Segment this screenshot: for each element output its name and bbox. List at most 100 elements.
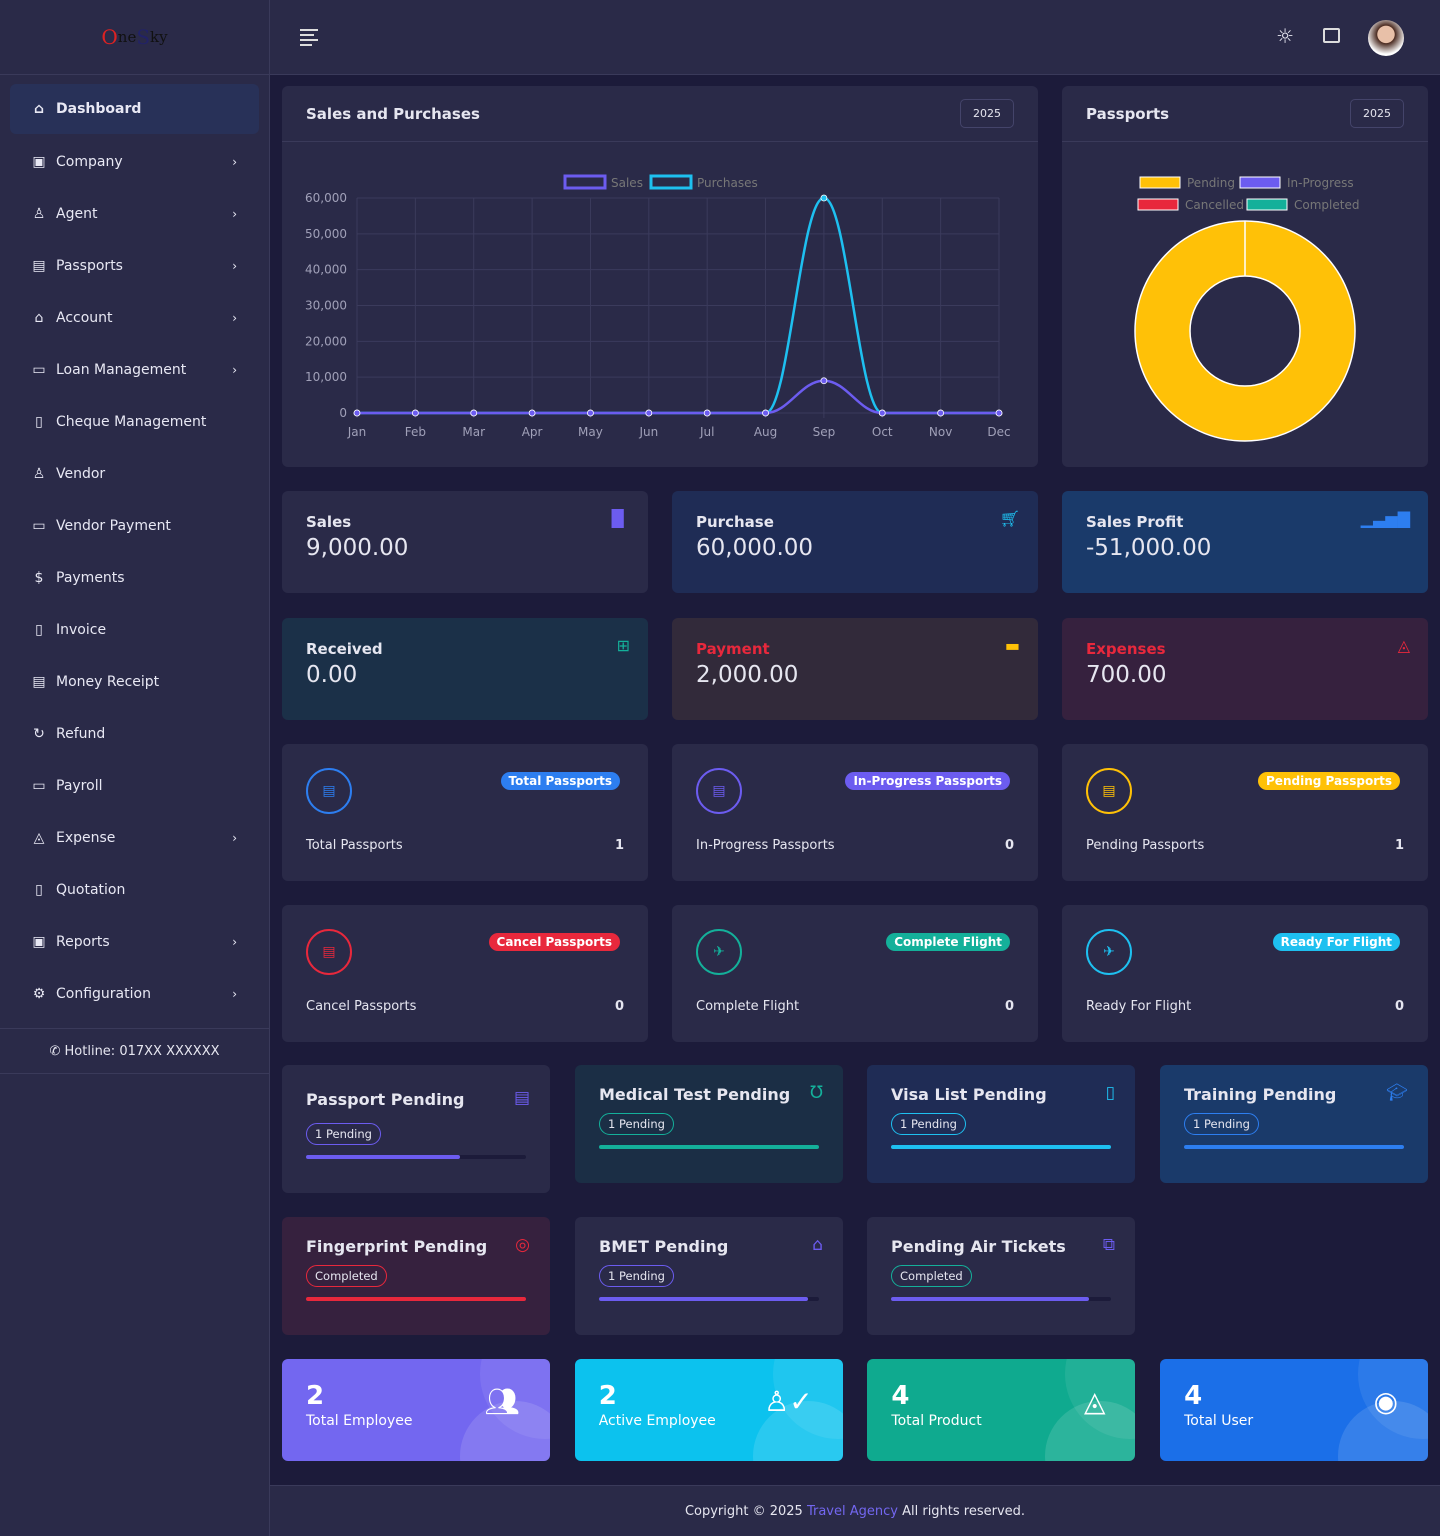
legend-label[interactable]: Sales — [611, 176, 643, 190]
menu-toggle-icon[interactable] — [300, 29, 318, 46]
pending-card-fingerprint-pending[interactable]: Fingerprint Pending ◎ Completed — [282, 1217, 550, 1335]
sidebar-item-configuration[interactable]: ⚙ Configuration › — [10, 968, 259, 1020]
sidebar-item-reports[interactable]: ▣ Reports › — [10, 916, 259, 968]
passport-status-card[interactable]: ▤ Total Passports Total Passports 1 — [282, 744, 648, 881]
data-point[interactable] — [878, 409, 886, 417]
card-count: 0 — [1004, 838, 1014, 853]
sidebar-item-refund[interactable]: ↻ Refund — [10, 708, 259, 760]
sidebar-item-label: Money Receipt — [56, 674, 160, 690]
card-count: 0 — [1394, 999, 1404, 1014]
data-point[interactable] — [762, 409, 769, 417]
stat-card-purchase: Purchase 60,000.00 🛒︎ — [672, 491, 1038, 593]
total-label: Total Employee — [306, 1413, 413, 1429]
y-tick-label: 40,000 — [305, 263, 347, 277]
data-point[interactable] — [937, 409, 945, 417]
data-point[interactable] — [820, 194, 828, 202]
data-point[interactable] — [353, 409, 361, 417]
x-tick-label: Jul — [699, 425, 714, 439]
sidebar-item-vendor-payment[interactable]: ▭ Vendor Payment — [10, 500, 259, 552]
user-check-icon: ♙✓ — [764, 1385, 813, 1418]
stat-value: 700.00 — [1086, 662, 1167, 688]
hotline: ✆ Hotline: 017XX XXXXXX — [0, 1028, 269, 1074]
stat-value: 0.00 — [306, 662, 358, 688]
pending-title: Passport Pending — [306, 1090, 465, 1109]
legend-swatch[interactable] — [563, 174, 607, 190]
bar-chart-icon: ▐▌ — [605, 509, 630, 528]
data-point[interactable] — [820, 377, 828, 385]
year-select[interactable]: 2025 — [960, 99, 1014, 128]
passport-status-card[interactable]: ✈ Ready For Flight Ready For Flight 0 — [1062, 905, 1428, 1042]
sidebar-item-vendor[interactable]: ♙ Vendor — [10, 448, 259, 500]
sidebar-item-expense[interactable]: ◬ Expense › — [10, 812, 259, 864]
total-value: 4 — [891, 1381, 910, 1411]
pending-title: Training Pending — [1184, 1085, 1337, 1104]
sidebar-item-payroll[interactable]: ▭ Payroll — [10, 760, 259, 812]
chat-icon[interactable] — [1323, 28, 1340, 43]
avatar[interactable] — [1368, 20, 1404, 56]
legend-swatch[interactable] — [1239, 176, 1281, 189]
pending-card-passport-pending[interactable]: Passport Pending ▤ 1 Pending — [282, 1065, 550, 1193]
passport-status-card[interactable]: ✈ Complete Flight Complete Flight 0 — [672, 905, 1038, 1042]
sidebar-item-account[interactable]: ⌂ Account › — [10, 292, 259, 344]
card-title: Passports — [1086, 104, 1170, 123]
data-point[interactable] — [470, 409, 478, 417]
pending-card-bmet-pending[interactable]: BMET Pending ⌂ 1 Pending — [575, 1217, 843, 1335]
data-point[interactable] — [587, 409, 594, 417]
legend-swatch[interactable] — [649, 174, 693, 190]
legend-label[interactable]: Purchases — [697, 176, 758, 190]
passport-status-card[interactable]: ▤ In-Progress Passports In-Progress Passpo… — [672, 744, 1038, 881]
sidebar-item-quotation[interactable]: ▯ Quotation — [10, 864, 259, 916]
passport-icon: ▤ — [306, 929, 352, 975]
legend-swatch[interactable] — [1246, 198, 1288, 211]
briefcase-icon: ▣ — [32, 154, 46, 170]
status-badge: In-Progress Passports — [845, 772, 1010, 790]
footer-link[interactable]: Travel Agency — [806, 1503, 898, 1519]
pending-card-medical-test-pending[interactable]: Medical Test Pending Ʊ 1 Pending — [575, 1065, 843, 1183]
sidebar-item-money-receipt[interactable]: ▤ Money Receipt — [10, 656, 259, 708]
legend-label[interactable]: Completed — [1294, 198, 1359, 212]
data-point[interactable] — [411, 409, 419, 417]
progress-fill — [306, 1297, 526, 1301]
stat-value: 2,000.00 — [696, 662, 799, 688]
sidebar-item-label: Loan Management — [56, 362, 187, 378]
total-card-total-product: 4 Total Product ◬ — [867, 1359, 1136, 1461]
gear-icon: ⚙ — [32, 986, 46, 1002]
legend-swatch[interactable] — [1137, 198, 1179, 211]
theme-toggle-sun-icon[interactable]: ☼ — [1276, 24, 1294, 48]
data-point[interactable] — [528, 409, 536, 417]
home-icon: ⌂ — [33, 101, 45, 117]
sidebar-item-dashboard[interactable]: ⌂ Dashboard — [10, 84, 259, 134]
total-card-total-employee: 2 Total Employee 👥︎ — [282, 1359, 550, 1461]
sidebar-item-passports[interactable]: ▤ Passports › — [10, 240, 259, 292]
sidebar-item-invoice[interactable]: ▯ Invoice — [10, 604, 259, 656]
data-point[interactable] — [645, 409, 653, 417]
card-label: In-Progress Passports — [696, 838, 835, 853]
document-icon: ▯ — [35, 622, 43, 638]
sidebar-item-label: Payments — [56, 570, 125, 586]
passport-status-card[interactable]: ▤ Cancel Passports Cancel Passports 0 — [282, 905, 648, 1042]
legend-label[interactable]: In-Progress — [1287, 176, 1354, 190]
legend-label[interactable]: Pending — [1187, 176, 1235, 190]
pending-card-pending-air-tickets[interactable]: Pending Air Tickets ⧉ Completed — [867, 1217, 1135, 1335]
passport-icon: ▤ — [32, 258, 46, 274]
sidebar-item-company[interactable]: ▣ Company › — [10, 136, 259, 188]
sidebar-item-agent[interactable]: ♙ Agent › — [10, 188, 259, 240]
year-select[interactable]: 2025 — [1350, 99, 1404, 128]
passport-status-card[interactable]: ▤ Pending Passports Pending Passports 1 — [1062, 744, 1428, 881]
sales-purchases-card: Sales and Purchases 2025 0 10,000 20,000 30,… — [282, 86, 1038, 467]
pending-card-visa-list-pending[interactable]: Visa List Pending ▯ 1 Pending — [867, 1065, 1135, 1183]
legend-label[interactable]: Cancelled — [1185, 198, 1244, 212]
data-point[interactable] — [703, 409, 711, 417]
y-tick-label: 10,000 — [305, 370, 347, 384]
data-point[interactable] — [995, 409, 1003, 417]
legend-swatch[interactable] — [1139, 176, 1181, 189]
pending-title: Visa List Pending — [891, 1085, 1047, 1104]
progress-fill — [1184, 1145, 1404, 1149]
sidebar-item-payments[interactable]: $ Payments — [10, 552, 259, 604]
pending-card-training-pending[interactable]: Training Pending 🎓︎ 1 Pending — [1160, 1065, 1428, 1183]
sidebar-item-cheque-management[interactable]: ▯ Cheque Management — [10, 396, 259, 448]
sidebar-item-loan-management[interactable]: ▭ Loan Management › — [10, 344, 259, 396]
card-title: Sales and Purchases — [306, 104, 480, 123]
